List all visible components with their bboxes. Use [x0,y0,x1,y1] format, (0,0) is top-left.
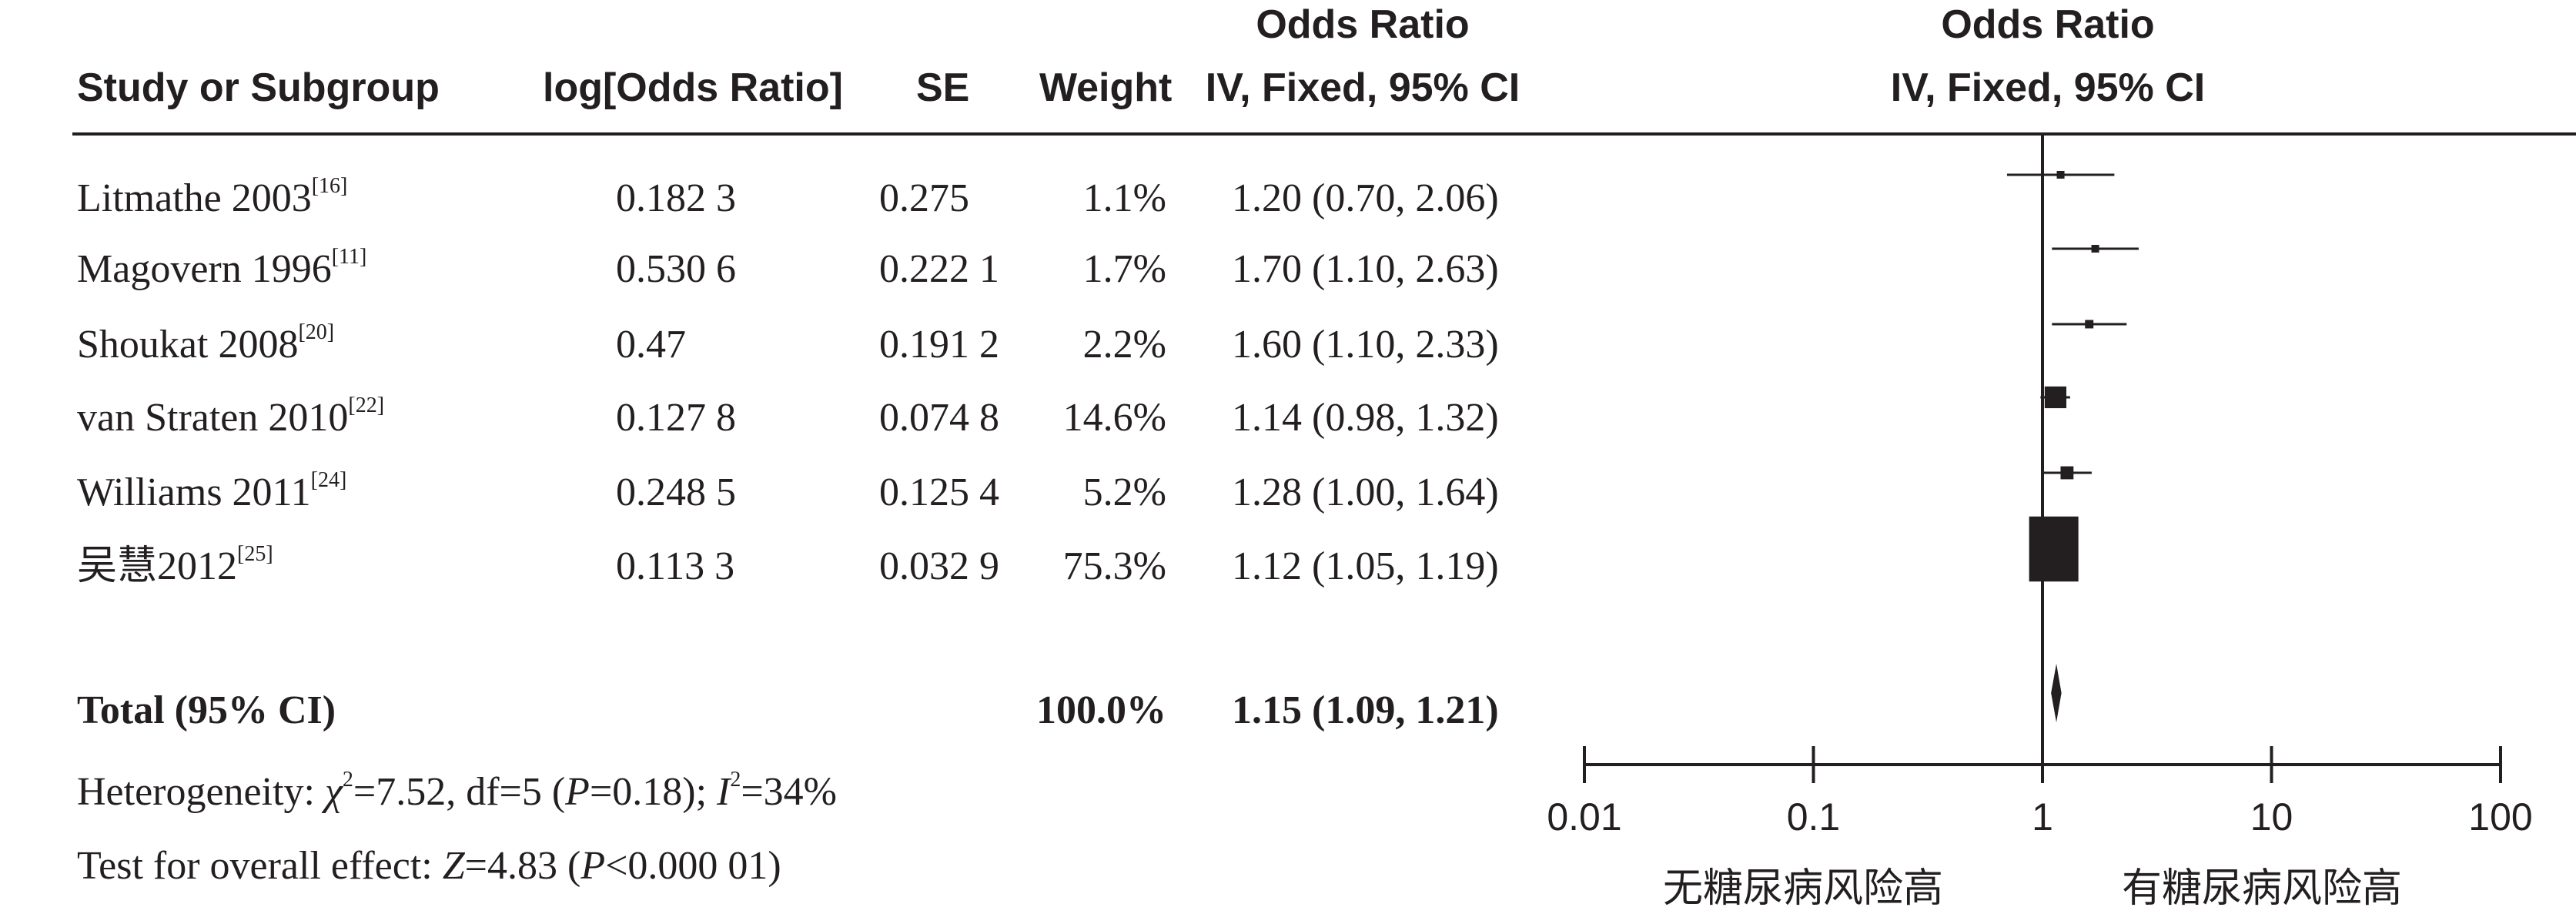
se-value: 0.032 9 [879,544,999,588]
or-ci-value: 1.14 (0.98, 1.32) [1232,396,1499,440]
se-value: 0.275 [879,176,969,220]
or-ci-value: 1.28 (1.00, 1.64) [1232,470,1499,514]
axis-left-label: 无糖尿病风险高 [1663,865,1944,912]
study-square [2029,516,2079,582]
se-value: 0.191 2 [879,323,999,367]
header-se: SE [916,65,970,110]
or-ci-value: 1.12 (1.05, 1.19) [1232,544,1499,588]
pooled-diamond [2051,664,2062,722]
study-name: Litmathe 2003[16] [77,173,348,220]
header-weight: Weight [1039,65,1173,110]
x-tick-label: 10 [2250,795,2293,839]
header-study: Study or Subgroup [77,65,440,110]
total-weight: 100.0% [1036,688,1166,732]
study-name: Magovern 1996[11] [77,244,367,291]
study-square [2056,171,2065,179]
study-name: Williams 2011[24] [77,467,347,514]
study-square [2091,245,2099,253]
header-plot-method: IV, Fixed, 95% CI [1890,65,2206,110]
overall-effect-line: Test for overall effect: Z=4.83 (P<0.000… [77,844,781,888]
weight-value: 1.1% [1082,176,1166,220]
log-or-value: 0.113 3 [616,544,735,588]
study-square [2060,466,2074,480]
se-value: 0.074 8 [879,396,999,440]
header-or-title: Odds Ratio [1256,2,1470,47]
log-or-value: 0.127 8 [616,396,736,440]
heterogeneity-line: Heterogeneity: χ2=7.52, df=5 (P=0.18); I… [77,767,838,814]
total-label: Total (95% CI) [77,688,336,732]
header-or-method: IV, Fixed, 95% CI [1205,65,1521,110]
study-name: van Straten 2010[22] [77,393,385,440]
log-or-value: 0.248 5 [616,470,736,514]
axis-right-label: 有糖尿病风险高 [2122,865,2403,912]
weight-value: 14.6% [1062,396,1166,440]
x-tick-label: 100 [2468,795,2532,839]
weight-value: 2.2% [1082,323,1166,367]
x-tick-label: 1 [2032,795,2053,839]
or-ci-value: 1.60 (1.10, 2.33) [1232,323,1499,367]
se-value: 0.125 4 [879,470,999,514]
or-ci-value: 1.70 (1.10, 2.63) [1232,247,1499,291]
weight-value: 5.2% [1082,470,1166,514]
weight-value: 75.3% [1062,544,1166,588]
log-or-value: 0.47 [616,323,686,367]
study-name: Shoukat 2008[20] [77,320,335,367]
header-plot-title: Odds Ratio [1941,2,2155,47]
weight-value: 1.7% [1082,247,1166,291]
x-tick-label: 0.01 [1547,795,1621,839]
x-tick-label: 0.1 [1787,795,1841,839]
se-value: 0.222 1 [879,247,999,291]
log-or-value: 0.530 6 [616,247,736,291]
log-or-value: 0.182 3 [616,176,736,220]
study-name: 吴慧2012[25] [77,541,273,588]
header-log-or: log[Odds Ratio] [543,65,843,110]
total-ci: 1.15 (1.09, 1.21) [1232,688,1499,732]
study-square [2044,386,2067,409]
study-square [2085,320,2094,329]
header-rule [72,132,2576,136]
or-ci-value: 1.20 (0.70, 2.06) [1232,176,1499,220]
